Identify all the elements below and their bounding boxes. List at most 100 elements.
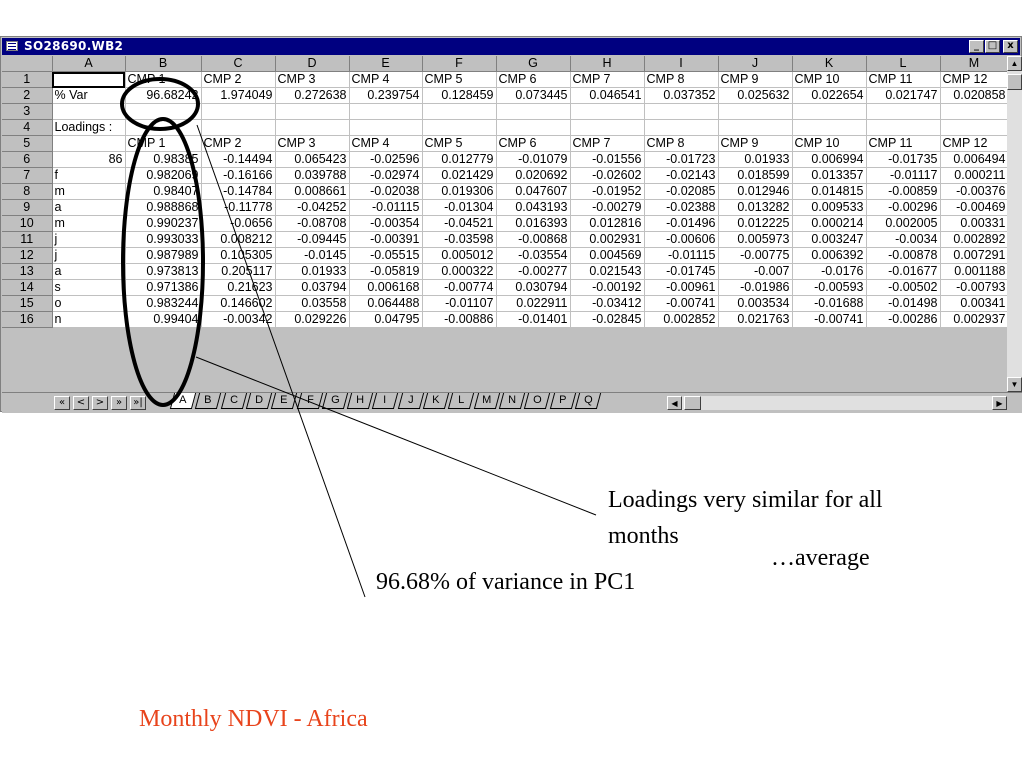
cell-d5[interactable]: CMP 3 — [275, 135, 350, 152]
row-header[interactable]: 12 — [2, 247, 53, 264]
cell-m10[interactable]: 0.00331 — [940, 215, 1009, 232]
cell-i3[interactable] — [644, 103, 719, 120]
cell-h9[interactable]: -0.00279 — [570, 199, 645, 216]
cell-b11[interactable]: 0.993033 — [125, 231, 202, 248]
cell-d15[interactable]: 0.03558 — [275, 295, 350, 312]
cell-h12[interactable]: 0.004569 — [570, 247, 645, 264]
scroll-down-button[interactable]: ▼ — [1007, 377, 1022, 392]
cell-h15[interactable]: -0.03412 — [570, 295, 645, 312]
minimize-button[interactable]: _ — [969, 40, 984, 53]
cell-e5[interactable]: CMP 4 — [349, 135, 423, 152]
row-header[interactable]: 15 — [2, 295, 53, 312]
end-sheet-button[interactable]: »| — [130, 396, 146, 410]
cell-j10[interactable]: 0.012225 — [718, 215, 793, 232]
cell-e3[interactable] — [349, 103, 423, 120]
cell-e16[interactable]: 0.04795 — [349, 311, 423, 328]
select-all-corner[interactable] — [2, 56, 53, 72]
spreadsheet-icon[interactable] — [6, 41, 18, 51]
cell-i6[interactable]: -0.01723 — [644, 151, 719, 168]
cell-k3[interactable] — [792, 103, 867, 120]
cell-d3[interactable] — [275, 103, 350, 120]
cell-j8[interactable]: 0.012946 — [718, 183, 793, 200]
cell-c4[interactable] — [201, 119, 276, 136]
column-header-m[interactable]: M — [940, 56, 1009, 72]
row-header[interactable]: 7 — [2, 167, 53, 184]
cell-a9[interactable]: a — [52, 199, 126, 216]
cell-b4[interactable] — [125, 119, 202, 136]
row-header[interactable]: 11 — [2, 231, 53, 248]
cell-j3[interactable] — [718, 103, 793, 120]
cell-i4[interactable] — [644, 119, 719, 136]
cell-c10[interactable]: -0.0656 — [201, 215, 276, 232]
cell-f16[interactable]: -0.00886 — [422, 311, 497, 328]
cell-c11[interactable]: 0.008212 — [201, 231, 276, 248]
cell-h8[interactable]: -0.01952 — [570, 183, 645, 200]
cell-m5[interactable]: CMP 12 — [940, 135, 1009, 152]
cell-b13[interactable]: 0.973813 — [125, 263, 202, 280]
cell-l15[interactable]: -0.01498 — [866, 295, 941, 312]
cell-j11[interactable]: 0.005973 — [718, 231, 793, 248]
cell-g7[interactable]: 0.020692 — [496, 167, 571, 184]
cell-k8[interactable]: 0.014815 — [792, 183, 867, 200]
cell-h7[interactable]: -0.02602 — [570, 167, 645, 184]
cell-a6[interactable]: 86 — [52, 151, 126, 168]
cell-h11[interactable]: 0.002931 — [570, 231, 645, 248]
column-header-j[interactable]: J — [718, 56, 793, 72]
column-header-h[interactable]: H — [570, 56, 645, 72]
cell-a12[interactable]: j — [52, 247, 126, 264]
tab-sheet-l[interactable]: L — [448, 393, 475, 409]
cell-b8[interactable]: 0.98407 — [125, 183, 202, 200]
cell-l5[interactable]: CMP 11 — [866, 135, 941, 152]
cell-m16[interactable]: 0.002937 — [940, 311, 1009, 328]
cell-g3[interactable] — [496, 103, 571, 120]
cell-g10[interactable]: 0.016393 — [496, 215, 571, 232]
cell-g2[interactable]: 0.073445 — [496, 87, 571, 104]
scroll-right-button[interactable]: ▶ — [992, 396, 1007, 410]
cell-c2[interactable]: 1.974049 — [201, 87, 276, 104]
cell-k9[interactable]: 0.009533 — [792, 199, 867, 216]
tab-sheet-d[interactable]: D — [245, 393, 273, 409]
cell-m8[interactable]: -0.00376 — [940, 183, 1009, 200]
cell-j12[interactable]: -0.00775 — [718, 247, 793, 264]
cell-b10[interactable]: 0.990237 — [125, 215, 202, 232]
cell-h1[interactable]: CMP 7 — [570, 71, 645, 88]
cell-d6[interactable]: 0.065423 — [275, 151, 350, 168]
cell-k14[interactable]: -0.00593 — [792, 279, 867, 296]
cell-g6[interactable]: -0.01079 — [496, 151, 571, 168]
cell-f8[interactable]: 0.019306 — [422, 183, 497, 200]
cell-c5[interactable]: CMP 2 — [201, 135, 276, 152]
row-header[interactable]: 9 — [2, 199, 53, 216]
column-header-e[interactable]: E — [349, 56, 423, 72]
cell-l9[interactable]: -0.00296 — [866, 199, 941, 216]
cell-j5[interactable]: CMP 9 — [718, 135, 793, 152]
vertical-scrollbar[interactable]: ▲ ▼ — [1007, 56, 1022, 392]
cell-i13[interactable]: -0.01745 — [644, 263, 719, 280]
cell-m12[interactable]: 0.007291 — [940, 247, 1009, 264]
cell-j15[interactable]: 0.003534 — [718, 295, 793, 312]
cell-f4[interactable] — [422, 119, 497, 136]
cell-k5[interactable]: CMP 10 — [792, 135, 867, 152]
row-header[interactable]: 3 — [2, 103, 53, 120]
cell-c6[interactable]: -0.14494 — [201, 151, 276, 168]
cell-l4[interactable] — [866, 119, 941, 136]
cell-m6[interactable]: 0.006494 — [940, 151, 1009, 168]
horizontal-scrollbar[interactable]: ◀ ▶ — [667, 396, 1007, 410]
tab-sheet-i[interactable]: I — [372, 393, 399, 409]
cell-d4[interactable] — [275, 119, 350, 136]
cell-h5[interactable]: CMP 7 — [570, 135, 645, 152]
cell-g11[interactable]: -0.00868 — [496, 231, 571, 248]
cell-m15[interactable]: 0.00341 — [940, 295, 1009, 312]
cell-i14[interactable]: -0.00961 — [644, 279, 719, 296]
tab-sheet-m[interactable]: M — [473, 393, 500, 409]
tab-sheet-j[interactable]: J — [397, 393, 424, 409]
cell-e14[interactable]: 0.006168 — [349, 279, 423, 296]
cell-c1[interactable]: CMP 2 — [201, 71, 276, 88]
column-header-f[interactable]: F — [422, 56, 497, 72]
cell-f10[interactable]: -0.04521 — [422, 215, 497, 232]
cell-f9[interactable]: -0.01304 — [422, 199, 497, 216]
horizontal-scroll-thumb[interactable] — [684, 396, 701, 410]
cell-e6[interactable]: -0.02596 — [349, 151, 423, 168]
cell-a13[interactable]: a — [52, 263, 126, 280]
cell-m1[interactable]: CMP 12 — [940, 71, 1009, 88]
cell-l2[interactable]: 0.021747 — [866, 87, 941, 104]
